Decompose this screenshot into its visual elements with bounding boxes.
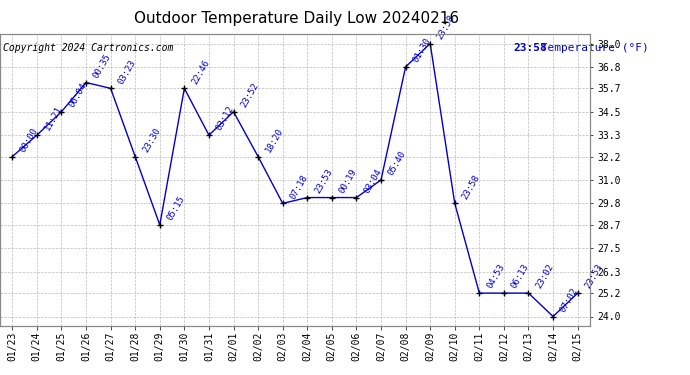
Text: Temperature (°F): Temperature (°F) xyxy=(534,42,649,52)
Text: 03:12: 03:12 xyxy=(215,105,236,132)
Text: 03:04: 03:04 xyxy=(362,167,383,195)
Text: 04:53: 04:53 xyxy=(485,262,506,290)
Text: 05:40: 05:40 xyxy=(386,150,408,177)
Text: 23:02: 23:02 xyxy=(534,262,555,290)
Text: 00:00: 00:00 xyxy=(18,126,39,154)
Text: 07:02: 07:02 xyxy=(559,286,580,314)
Text: 00:35: 00:35 xyxy=(92,52,113,80)
Text: 23:52: 23:52 xyxy=(239,81,260,109)
Text: 06:13: 06:13 xyxy=(509,262,531,290)
Text: 22:46: 22:46 xyxy=(190,58,211,86)
Text: 07:18: 07:18 xyxy=(288,173,310,201)
Text: 00:19: 00:19 xyxy=(337,167,359,195)
Text: 23:58: 23:58 xyxy=(435,13,457,41)
Text: 23:53: 23:53 xyxy=(313,167,334,195)
Text: 06:04: 06:04 xyxy=(67,81,88,109)
Text: 23:53: 23:53 xyxy=(583,262,604,290)
Text: Outdoor Temperature Daily Low 20240216: Outdoor Temperature Daily Low 20240216 xyxy=(134,11,460,26)
Text: 23:58: 23:58 xyxy=(513,42,547,52)
Text: 23:30: 23:30 xyxy=(141,126,162,154)
Text: 05:15: 05:15 xyxy=(166,194,186,222)
Text: Copyright 2024 Cartronics.com: Copyright 2024 Cartronics.com xyxy=(3,42,173,52)
Text: 11:21: 11:21 xyxy=(42,105,63,132)
Text: 23:58: 23:58 xyxy=(460,173,482,201)
Text: 18:20: 18:20 xyxy=(264,126,285,154)
Text: 01:30: 01:30 xyxy=(411,36,433,64)
Text: 03:23: 03:23 xyxy=(116,58,137,86)
